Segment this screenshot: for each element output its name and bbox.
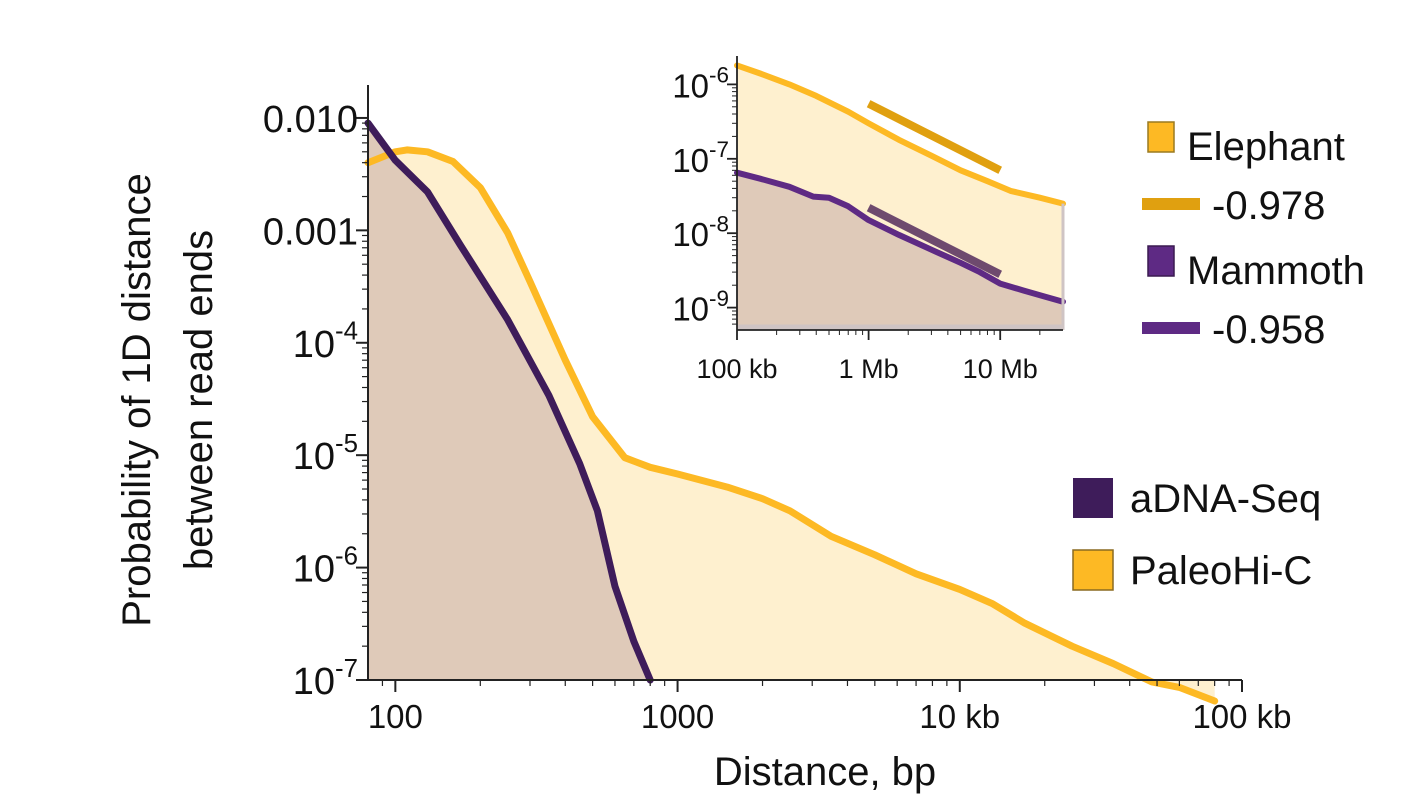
inset-line-elephant [734,62,1066,207]
x-tick-label: 100 kb [1192,698,1291,735]
inset-legend-label-elephant: Elephant [1187,125,1345,169]
main-series [364,119,1219,705]
inset-legend: Elephant -0.978 Mammoth -0.958 [1142,121,1365,352]
inset-y-tick-label-exponent: -6 [709,63,729,88]
x-tick-label: 100 [368,698,423,735]
y-axis-title: Probability of 1D distance between read e… [115,173,221,627]
legend-label-paleohi-c: PaleoHi-C [1130,549,1312,593]
inset-y-tick-label-base: 10 [672,142,709,179]
inset-legend-slope--0.978: -0.978 [1212,184,1325,228]
inset-series [734,62,1066,331]
y-tick-label: 10-7 [293,655,358,703]
legend-swatch-adna-seq [1073,478,1113,518]
y-axis-title-line: Probability of 1D distance [115,173,159,627]
fit-line-elephant [866,100,1003,174]
y-tick-label: 10-5 [293,430,358,478]
y-tick-label-exponent: -7 [335,655,358,683]
inset-y-tick-label: 10-7 [672,137,729,179]
inset-legend-swatch-mammoth [1147,245,1175,277]
inset-y-tick-label-base: 10 [672,216,709,253]
area-adna-seq [368,123,651,681]
line-adna-seq [364,119,654,684]
y-tick-label-base: 10 [293,661,335,703]
y-tick-label-base: 10 [293,324,335,366]
inset-y-tick-label-base: 10 [672,67,709,104]
inset-y-tick-label-exponent: -7 [709,137,729,162]
line-paleohi-c [364,146,1219,705]
fit-line-mammoth [866,204,1003,278]
main-plot: 100 1000 10 kb 100 kb0.0100.00110-410-510-6… [115,85,1321,794]
inset-area-mammoth [737,172,1063,330]
y-tick-label-exponent: -5 [335,430,358,458]
y-axis-title-line: between read ends [177,230,221,570]
inset-y-tick-label: 10-6 [672,63,729,105]
inset-legend-swatch-elephant [1147,121,1175,153]
inset-y-tick-label-exponent: -8 [709,211,729,236]
inset-y-tick-label: 10-9 [672,286,729,328]
y-tick-label: 10-6 [293,542,358,590]
x-tick-label: 1000 [641,698,714,735]
inset-y-tick-label-exponent: -9 [709,286,729,311]
x-axis-title: Distance, bp [714,750,936,794]
inset-x-tick-label: 10 Mb [963,354,1038,384]
y-tick-label: 10-4 [293,318,358,366]
y-tick-label: 0.001 [263,211,358,253]
y-tick-label: 0.010 [263,99,358,141]
inset-legend-line--0.978 [1142,198,1200,210]
main-legend: aDNA-Seq PaleoHi-C [1072,477,1321,593]
inset-x-tick-label: 100 kb [696,354,777,384]
legend-swatch-paleohi-c [1072,549,1114,591]
inset-legend-label-mammoth: Mammoth [1187,249,1365,293]
y-tick-label-exponent: -6 [335,542,358,570]
inset-plot: 100 kb 1 Mb 10 Mb10-610-710-810-9Elephant-… [672,56,1365,384]
x-tick-label: 10 kb [919,698,1000,735]
inset-y-tick-label: 10-8 [672,211,729,253]
y-tick-label-base: 10 [293,436,335,478]
y-tick-label-base: 10 [293,549,335,591]
inset-y-tick-label-base: 10 [672,291,709,328]
legend-label-adna-seq: aDNA-Seq [1130,477,1321,521]
inset-legend-line--0.958 [1142,322,1200,334]
inset-line-mammoth [734,169,1066,305]
inset-legend-slope--0.958: -0.958 [1212,308,1325,352]
y-tick-label-exponent: -4 [335,318,358,346]
inset-x-tick-label: 1 Mb [839,354,899,384]
